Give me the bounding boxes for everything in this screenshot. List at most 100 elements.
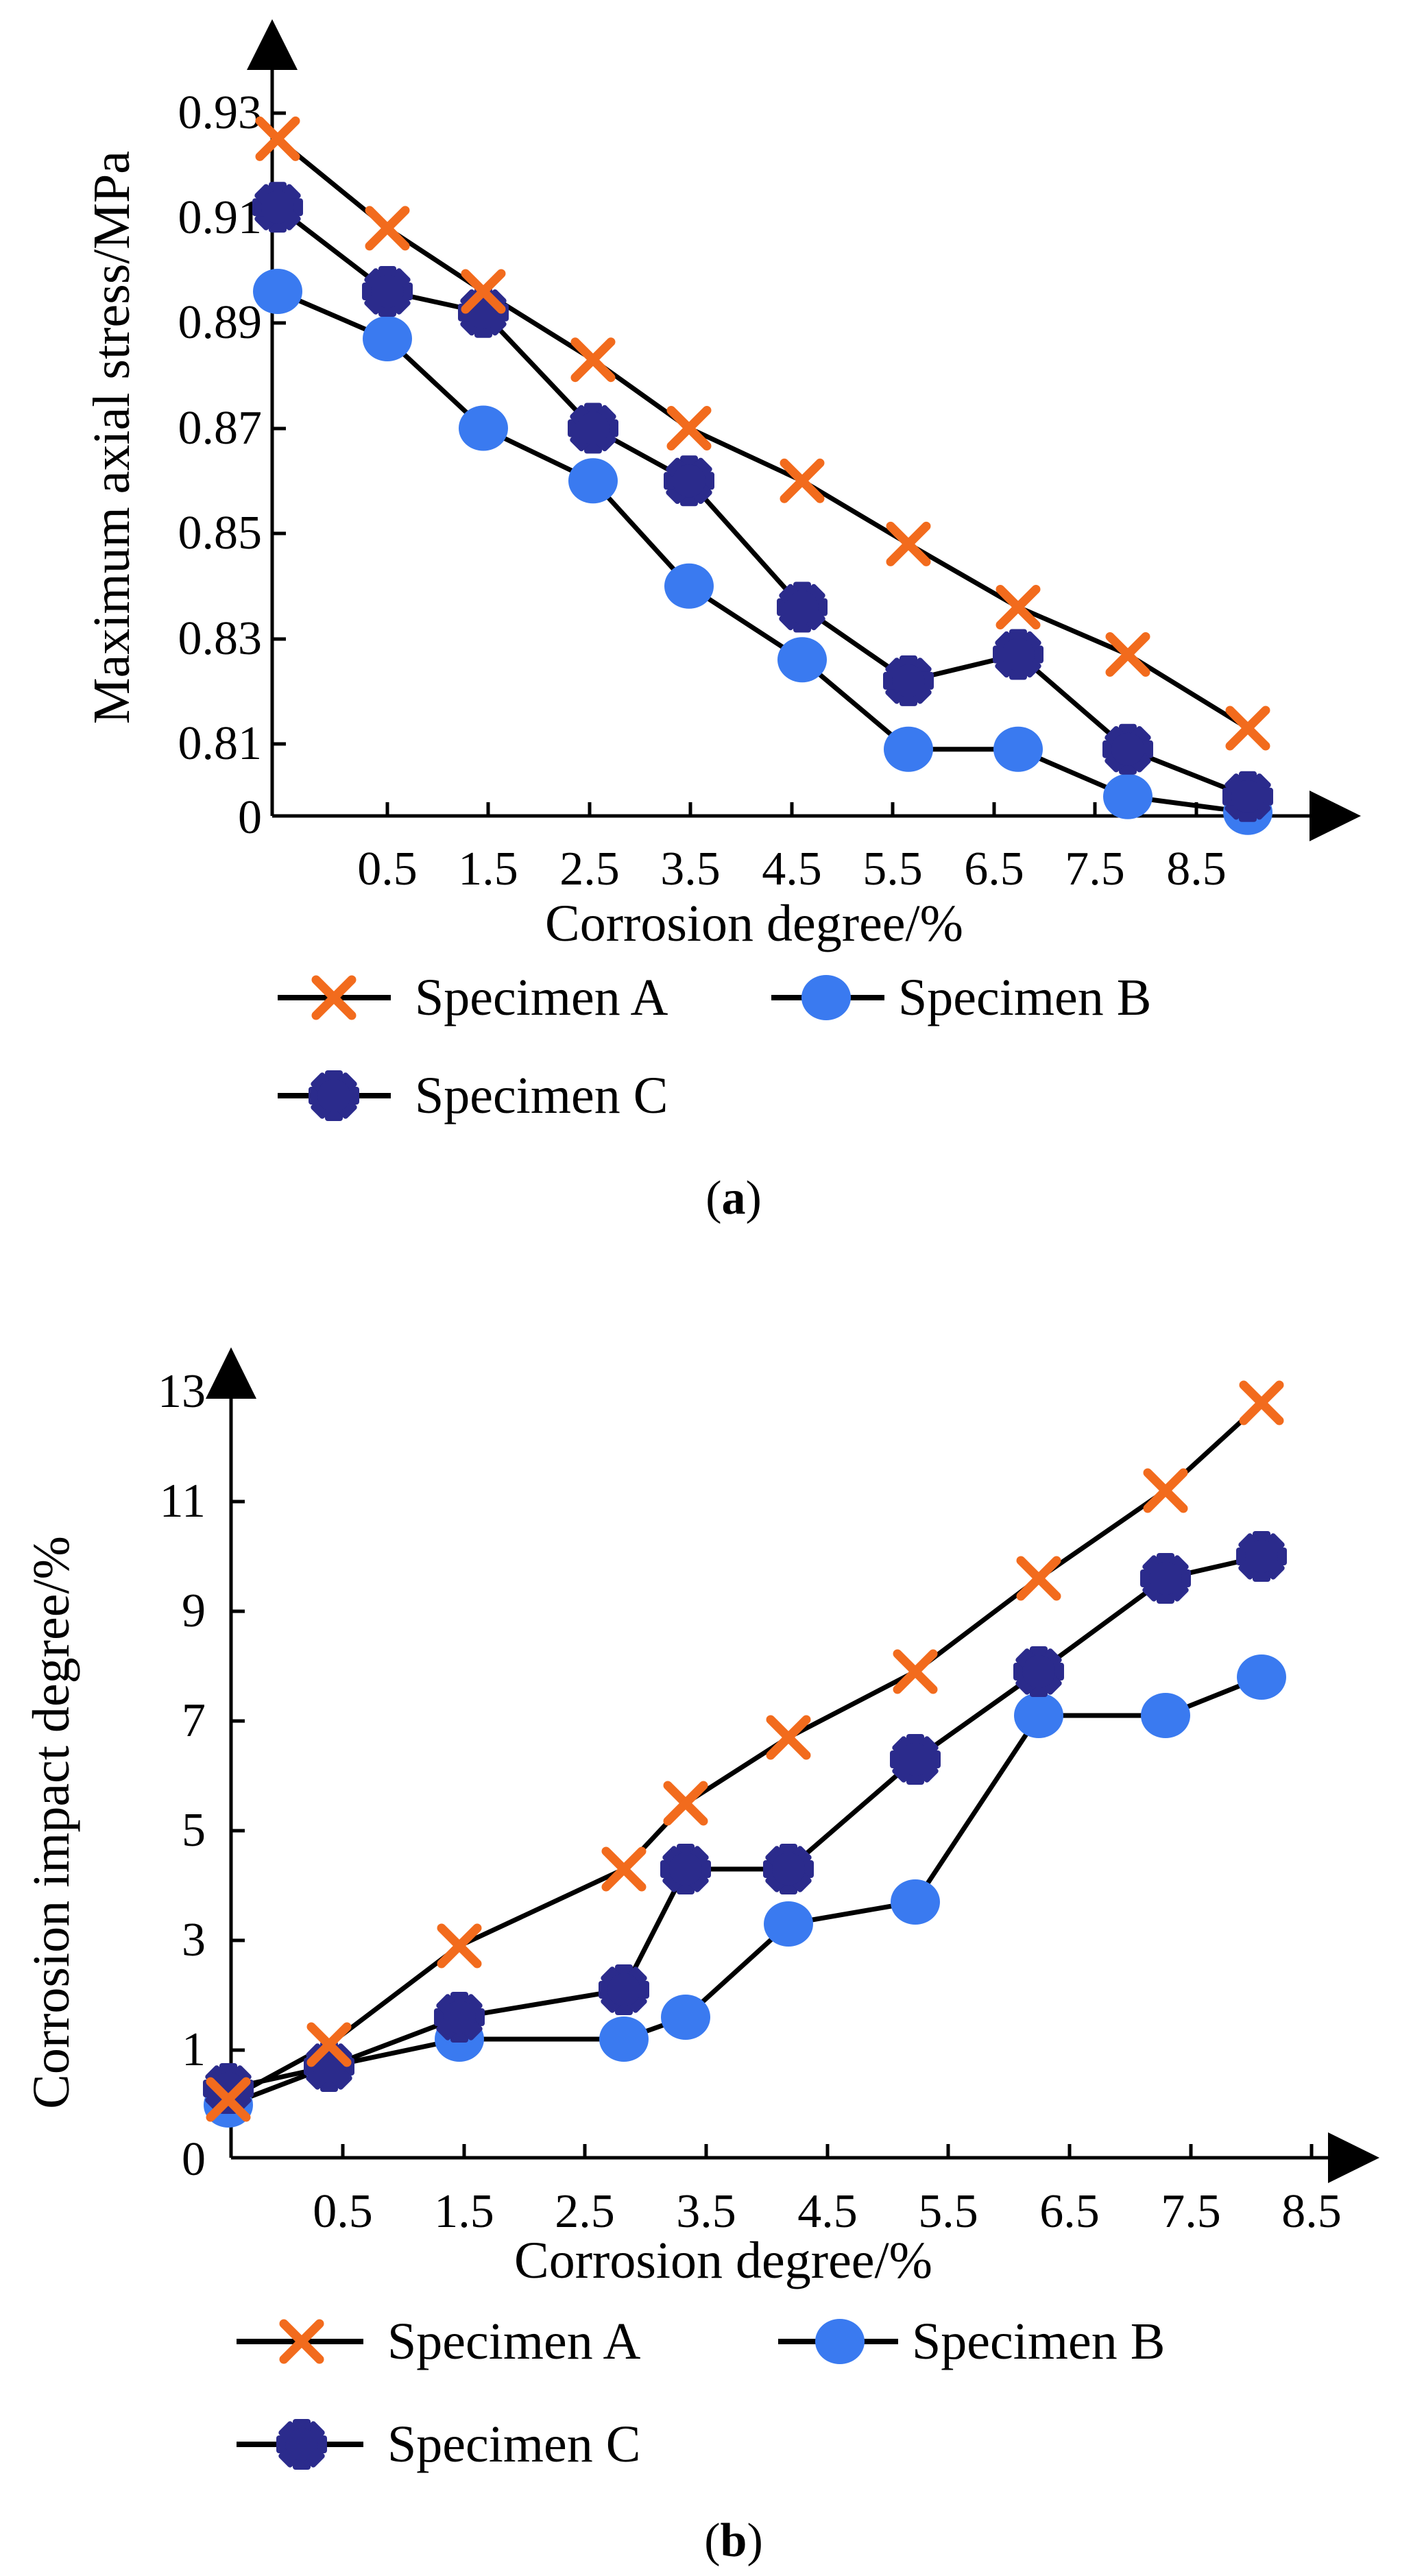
chart-b-legend: Specimen A Specimen B Specimen C [237, 2313, 1165, 2473]
chart-a-legend-marker-b [801, 975, 851, 1020]
chart-a-series-line-specimen-c [276, 205, 1249, 799]
chart-b-series-line-specimen-a [227, 1401, 1264, 2102]
chart-a-point-specimen-b [1103, 773, 1153, 819]
chart-b-caption: (b) [704, 2514, 763, 2567]
chart-a-point-specimen-a [1110, 637, 1146, 673]
chart-b-point-specimen-a [606, 1851, 642, 1887]
chart-b-x-arrow [1328, 2132, 1379, 2183]
chart-b-y-tick-label: 1 [182, 2023, 206, 2076]
chart-b-point-specimen-c [763, 1844, 814, 1894]
chart-a-point-specimen-b [777, 637, 827, 683]
chart-a-legend-item-a: Specimen A [278, 969, 668, 1026]
chart-a-point-specimen-a [260, 121, 295, 156]
chart-b-series-line-specimen-b [227, 1674, 1263, 2108]
chart-a-point-specimen-a [1000, 590, 1036, 625]
chart-a-point-specimen-c [568, 402, 618, 454]
chart-a-y-tick-label: 0.87 [178, 402, 263, 455]
chart-b-legend-label-c: Specimen C [387, 2416, 640, 2473]
chart-a-y-tick-label: 0 [238, 791, 262, 844]
chart-a-legend-label-a: Specimen A [415, 969, 668, 1026]
chart-b-x-tick-label: 2.5 [555, 2185, 615, 2238]
chart-a-caption-letter: a [722, 1172, 746, 1225]
chart-b-point-specimen-a [1021, 1561, 1057, 1596]
chart-a-y-ticks: 0 0.81 0.83 0.85 0.87 0.89 0.91 0.93 [178, 86, 286, 844]
chart-a-caption: (a) [705, 1172, 762, 1225]
chart-a-y-axis-title: Maximum axial stress/MPa [83, 151, 141, 724]
chart-a-x-arrow [1310, 791, 1361, 841]
chart-b-legend-item-c: Specimen C [237, 2416, 640, 2473]
chart-b-series-line-specimen-c [228, 1554, 1262, 2091]
chart-a-x-tick-label: 5.5 [862, 843, 923, 895]
chart-a-point-specimen-c [883, 655, 934, 706]
chart-a-point-specimen-b [568, 458, 618, 504]
chart-a-point-specimen-c [993, 629, 1043, 680]
chart-a-y-tick-label: 0.85 [178, 507, 263, 559]
chart-b-point-specimen-c [1013, 1646, 1064, 1697]
chart-b-legend-label-a: Specimen A [387, 2313, 641, 2370]
chart-b-point-specimen-a [897, 1654, 933, 1689]
chart-a-legend-label-b: Specimen B [898, 969, 1151, 1026]
chart-b-x-tick-label: 5.5 [918, 2185, 978, 2238]
chart-a-y-tick-label: 0.91 [178, 191, 263, 244]
chart-a-point-specimen-a [891, 526, 926, 562]
chart-a-x-tick-label: 3.5 [660, 843, 721, 895]
chart-a-x-tick-label: 0.5 [357, 843, 418, 895]
chart-b-y-arrow [206, 1347, 256, 1399]
chart-b-point-specimen-c [660, 1844, 711, 1894]
chart-a-y-tick-label: 0.81 [178, 717, 263, 770]
chart-b-y-tick-label: 3 [182, 1914, 206, 1966]
chart-a-point-specimen-c [362, 266, 413, 317]
chart-a-legend-label-c: Specimen C [415, 1067, 668, 1124]
chart-b-y-axis-title: Corrosion impact degree/% [23, 1536, 80, 2109]
chart-b-point-specimen-a [771, 1720, 806, 1755]
chart-a-legend-item-b: Specimen B [771, 969, 1151, 1026]
chart-a-y-tick-label: 0.93 [178, 86, 263, 139]
chart-b-point-specimen-b [661, 1995, 710, 2040]
chart-b-series [203, 1385, 1287, 2128]
chart-b-axes [229, 1385, 1340, 2160]
chart-a-x-tick-label: 8.5 [1166, 843, 1227, 895]
chart-a-point-specimen-b [884, 726, 933, 772]
chart-b-point-specimen-c [434, 1992, 485, 2043]
chart-b-point-specimen-b [1014, 1693, 1063, 1738]
chart-a: 0 0.81 0.83 0.85 0.87 0.89 0.91 0.93 0.5 1.5 2.5 3… [83, 19, 1361, 1225]
chart-a-point-specimen-c [1222, 771, 1273, 822]
chart-a-axes [270, 55, 1323, 818]
chart-b-x-tick-label: 3.5 [676, 2185, 736, 2238]
chart-a-point-specimen-c [664, 455, 714, 507]
chart-b-y-tick-label: 13 [158, 1365, 206, 1418]
chart-b-point-specimen-b [891, 1879, 940, 1925]
chart-b-x-tick-label: 1.5 [434, 2185, 494, 2238]
chart-b-y-tick-label: 9 [182, 1585, 206, 1637]
chart-a-y-tick-label: 0.83 [178, 612, 263, 665]
chart-b-legend-item-b: Specimen B [778, 2313, 1165, 2370]
chart-a-point-specimen-b [459, 405, 508, 451]
chart-b-x-tick-label: 6.5 [1039, 2185, 1100, 2238]
chart-a-legend-marker-c [309, 1070, 359, 1121]
chart-b-legend-item-a: Specimen A [237, 2313, 641, 2370]
chart-b-point-specimen-c [1140, 1553, 1191, 1604]
chart-a-point-specimen-a [1230, 710, 1266, 746]
chart-a-legend: Specimen A Specimen B Specimen C [278, 969, 1151, 1124]
chart-b-x-ticks: 0.5 1.5 2.5 3.5 4.5 5.5 6.5 7.5 8.5 [313, 2144, 1342, 2238]
chart-a-point-specimen-b [363, 316, 412, 361]
chart-b-point-specimen-c [203, 2063, 254, 2114]
chart-a-x-tick-label: 6.5 [964, 843, 1024, 895]
chart-b-y-tick-label: 11 [160, 1475, 206, 1528]
chart-b-legend-marker-b [815, 2319, 865, 2364]
chart-a-series-line-specimen-b [276, 289, 1248, 815]
chart-a-x-tick-label: 7.5 [1065, 843, 1125, 895]
chart-a-legend-item-c: Specimen C [278, 1067, 668, 1124]
chart-a-point-specimen-b [664, 563, 714, 609]
chart-b-x-axis-title: Corrosion degree/% [514, 2232, 932, 2289]
chart-b-point-specimen-c [890, 1734, 941, 1785]
chart-a-point-specimen-b [993, 726, 1043, 772]
chart-a-series-line-specimen-a [276, 136, 1249, 730]
chart-a-point-specimen-a [370, 210, 405, 246]
chart-b-y-tick-label: 0 [182, 2133, 206, 2186]
chart-b-point-specimen-a [1244, 1385, 1279, 1421]
chart-a-series [252, 121, 1273, 835]
chart-b-point-specimen-c [599, 1964, 649, 2015]
